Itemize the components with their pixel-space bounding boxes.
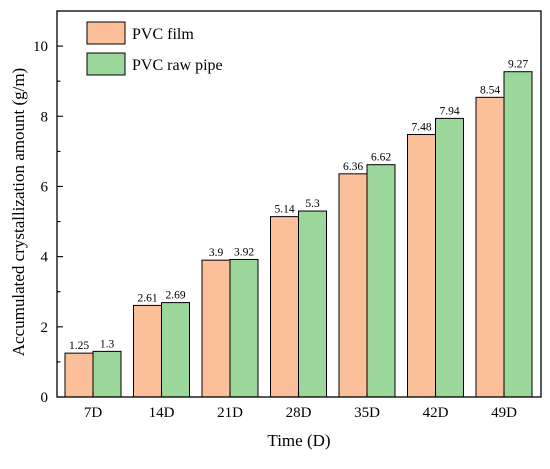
x-tick-label: 7D — [84, 405, 103, 421]
x-tick-label: 14D — [149, 405, 175, 421]
data-label: 2.61 — [137, 292, 157, 304]
y-axis-title: Accumulated crystallization amount (g/m) — [9, 68, 28, 356]
bar-pvc-film-49d — [475, 96, 505, 398]
legend-swatch-pvc-film — [86, 21, 126, 45]
data-label: 6.62 — [371, 152, 391, 164]
y-tick-label: 0 — [41, 390, 49, 406]
data-label: 6.36 — [343, 161, 363, 173]
bar-pvc-raw-pipe-28d — [298, 210, 327, 398]
data-label: 8.54 — [480, 84, 500, 96]
bars-layer — [64, 71, 533, 398]
bar-pvc-film-14d — [133, 304, 162, 398]
data-label: 9.27 — [508, 59, 528, 71]
bar-pvc-raw-pipe-35d — [366, 164, 396, 398]
bar-pvc-film-42d — [407, 134, 436, 398]
data-label: 5.3 — [305, 198, 320, 210]
bar-pvc-film-21d — [201, 259, 231, 398]
bar-pvc-film-7d — [64, 352, 94, 398]
y-tick-label: 10 — [33, 39, 48, 55]
bar-pvc-raw-pipe-21d — [229, 258, 259, 398]
data-label: 7.48 — [411, 122, 431, 134]
x-axis-title: Time (D) — [267, 431, 330, 450]
y-tick-label: 2 — [41, 320, 49, 336]
x-tick-label: 28D — [286, 405, 312, 421]
data-label: 2.69 — [165, 290, 185, 302]
legend-swatch-pvc-raw-pipe — [86, 52, 126, 76]
bar-pvc-raw-pipe-42d — [435, 117, 464, 398]
bar-pvc-raw-pipe-14d — [161, 302, 190, 398]
data-label: 3.92 — [234, 246, 254, 258]
data-labels-layer: 1.25 1.3 2.61 2.69 3.9 3.92 5.14 5.3 6.36 6.62 7.4… — [69, 59, 528, 352]
x-tick-label: 35D — [354, 405, 380, 421]
data-label: 7.94 — [439, 105, 459, 117]
legend-label-pvc-raw-pipe: PVC raw pipe — [132, 57, 223, 74]
legend-label-pvc-film: PVC film — [132, 26, 194, 43]
data-label: 5.14 — [274, 204, 294, 216]
x-tick-label: 42D — [423, 405, 449, 421]
data-label: 1.3 — [100, 338, 115, 350]
y-tick-label: 6 — [41, 179, 49, 195]
data-label: 3.9 — [209, 247, 224, 259]
x-tick-label: 49D — [491, 405, 517, 421]
axes-layer: 0 2 4 6 8 10 7D 14D 21D 28D 35D 42D 49D — [33, 10, 542, 421]
data-label: 1.25 — [69, 340, 89, 352]
bar-pvc-film-28d — [270, 216, 299, 398]
bar-pvc-raw-pipe-49d — [503, 71, 533, 398]
y-tick-label: 8 — [41, 109, 49, 125]
legend: PVC film PVC raw pipe — [86, 21, 223, 76]
bar-pvc-film-35d — [338, 173, 368, 398]
x-tick-label: 21D — [217, 405, 243, 421]
y-tick-label: 4 — [41, 250, 49, 266]
bar-pvc-raw-pipe-7d — [92, 350, 122, 398]
